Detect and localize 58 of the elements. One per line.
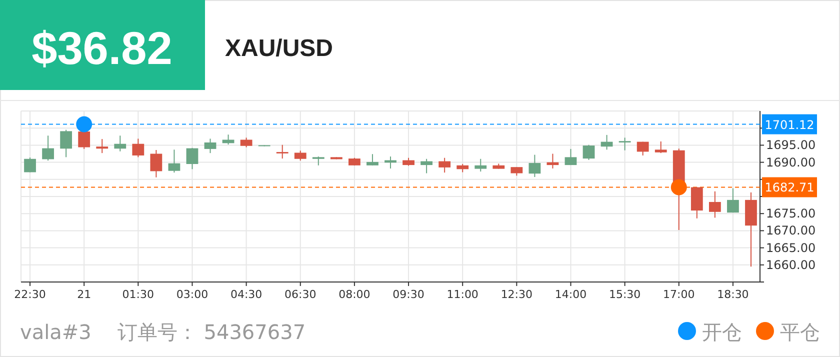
candlestick xyxy=(294,150,306,162)
candlestick xyxy=(438,157,451,174)
candlestick xyxy=(60,129,72,158)
candlestick xyxy=(582,144,595,160)
candlestick xyxy=(150,149,162,178)
candlestick xyxy=(690,186,703,219)
x-tick-label: 06:30 xyxy=(284,288,316,301)
ref-line-label: 1701.12 xyxy=(764,118,814,132)
x-tick-label: 15:30 xyxy=(608,288,641,301)
legend-label: 平仓 xyxy=(780,320,820,344)
candlestick xyxy=(384,156,396,169)
x-tick-label: 21 xyxy=(77,288,92,301)
y-tick-label: 1695.00 xyxy=(766,138,816,152)
candlestick xyxy=(24,157,36,173)
candlestick xyxy=(114,135,126,152)
candlestick xyxy=(528,154,541,178)
candlestick xyxy=(636,141,649,156)
candlestick xyxy=(727,188,739,214)
candlestick xyxy=(222,134,234,146)
y-tick-label: 1690.00 xyxy=(766,155,816,170)
x-tick-label: 11:00 xyxy=(446,288,478,301)
candlestick xyxy=(276,144,288,160)
candlestick xyxy=(654,140,667,154)
y-tick-label: 1675.00 xyxy=(766,206,816,221)
x-tick-label: 08:00 xyxy=(338,288,370,301)
candlestick xyxy=(420,158,432,174)
candlestick xyxy=(78,130,90,150)
text: vala#3 xyxy=(20,320,92,344)
x-tick-label: 01:30 xyxy=(122,288,154,301)
text: 订单号： 54367637 xyxy=(117,320,306,344)
y-tick-label: 1660.00 xyxy=(766,258,816,272)
x-tick-label: 03:00 xyxy=(176,288,208,301)
x-tick-label: 22:30 xyxy=(14,288,46,301)
candlestick xyxy=(474,158,487,172)
ref-line-label: 1682.71 xyxy=(764,180,814,195)
x-tick-label: 14:00 xyxy=(554,288,587,301)
chart-title: $36.82 xyxy=(32,22,172,74)
x-tick-label: 18:30 xyxy=(717,288,749,301)
legend-label: 开仓 xyxy=(702,320,742,344)
x-tick-label: 04:30 xyxy=(230,288,262,301)
chart-subtitle: XAU/USD xyxy=(225,35,334,62)
candlestick xyxy=(708,190,721,218)
x-tick-label: 17:00 xyxy=(663,288,695,301)
x-tick-label: 09:30 xyxy=(392,288,424,301)
y-tick-label: 1670.00 xyxy=(766,224,816,238)
candlestick xyxy=(366,154,378,166)
candlestick xyxy=(186,147,198,170)
candlestick xyxy=(96,138,108,154)
candlestick xyxy=(42,135,54,162)
candlestick xyxy=(168,149,180,174)
candlestick xyxy=(618,137,631,151)
candlestick xyxy=(240,137,252,148)
candlestick xyxy=(132,138,144,158)
y-tick-label: 1665.00 xyxy=(766,240,816,255)
candlestick xyxy=(204,138,216,154)
candlestick xyxy=(564,148,577,166)
candlestick xyxy=(600,134,613,150)
x-tick-label: 12:30 xyxy=(500,288,533,301)
